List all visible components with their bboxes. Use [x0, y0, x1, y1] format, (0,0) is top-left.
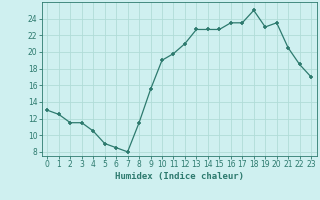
X-axis label: Humidex (Indice chaleur): Humidex (Indice chaleur)	[115, 172, 244, 181]
